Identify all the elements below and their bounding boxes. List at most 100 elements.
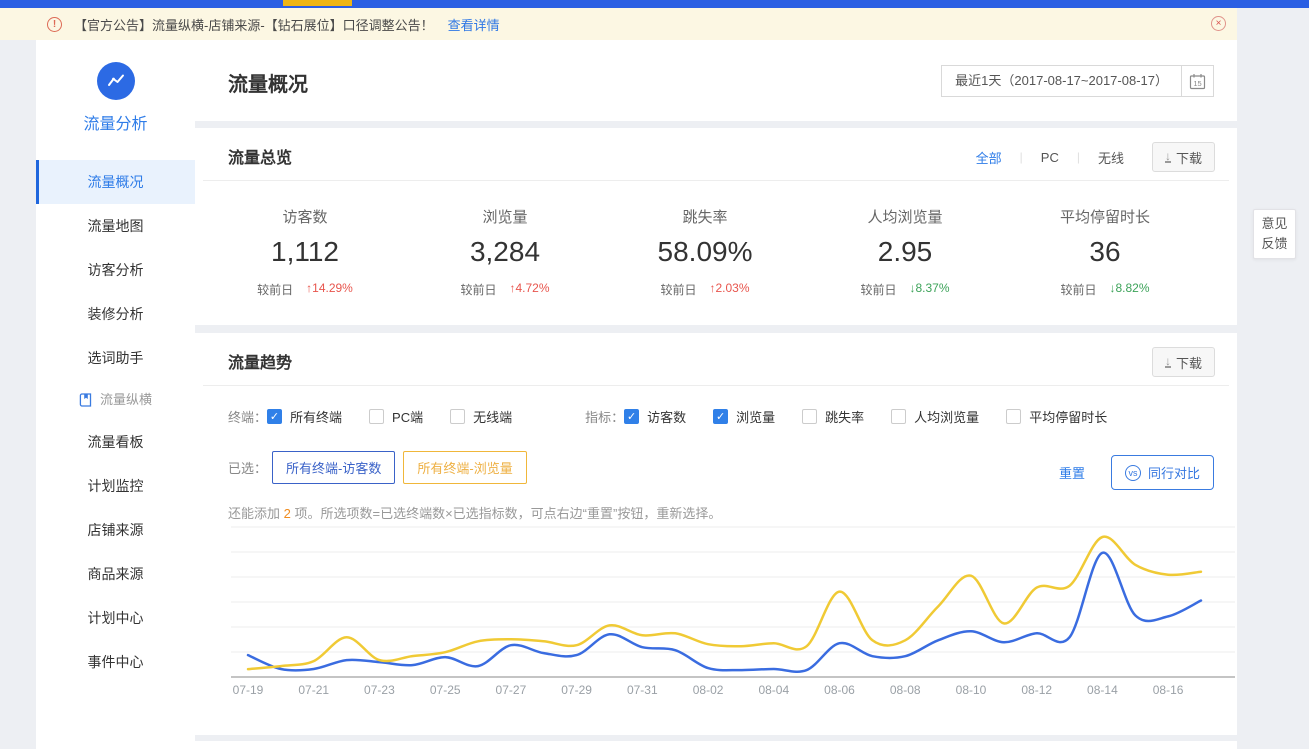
svg-text:07-23: 07-23 bbox=[364, 683, 395, 697]
sidebar-menu: 流量概况 流量地图 访客分析 装修分析 选词助手 流量纵横 流量看板 计划监控 … bbox=[36, 160, 195, 684]
next-section-card bbox=[195, 741, 1237, 749]
metric-pageviews: 浏览量 3,284 较前日 ↑4.72% bbox=[405, 206, 605, 298]
sidebar-item-plan-monitor[interactable]: 计划监控 bbox=[87, 478, 144, 494]
compare-label: 较前日 bbox=[860, 283, 897, 297]
svg-text:08-10: 08-10 bbox=[956, 683, 987, 697]
up-arrow-icon: ↑ bbox=[509, 281, 516, 295]
svg-text:15: 15 bbox=[1193, 79, 1201, 88]
metric-group-label: 指标： bbox=[585, 410, 625, 425]
download-icon: ↓ bbox=[1164, 354, 1171, 368]
delta-down: ↓8.37% bbox=[909, 281, 950, 295]
svg-text:08-06: 08-06 bbox=[824, 683, 855, 697]
selected-label: 已选： bbox=[228, 461, 268, 476]
top-nav-bar bbox=[0, 0, 1309, 8]
sidebar-item-visitor-analysis[interactable]: 访客分析 bbox=[87, 262, 144, 278]
trend-download-button[interactable]: ↓ 下载 bbox=[1151, 347, 1215, 377]
metric-label: 平均停留时长 bbox=[1059, 209, 1150, 226]
metric-avg-stay-time: 平均停留时长 36 较前日 ↓8.82% bbox=[1005, 206, 1205, 298]
checkbox-checked-icon: ✓ bbox=[713, 409, 729, 424]
compare-label: 较前日 bbox=[1060, 283, 1097, 297]
compare-label: 较前日 bbox=[460, 283, 497, 297]
trend-filters-row: 终端： ✓ 所有终端 PC端 无线端 指标： ✓ 访客数 ✓ 浏览量 跳失率 人均浏览… bbox=[228, 407, 1134, 426]
metric-value: 58.09% bbox=[657, 236, 753, 267]
checkbox-wireless-terminal[interactable]: 无线端 bbox=[450, 407, 512, 426]
announcement-detail-link[interactable]: 查看详情 bbox=[447, 17, 500, 33]
metric-value: 3,284 bbox=[469, 236, 541, 267]
metric-label: 人均浏览量 bbox=[867, 209, 943, 226]
checkbox-pageviews[interactable]: ✓ 浏览量 bbox=[713, 407, 775, 426]
page-title: 流量概况 bbox=[228, 74, 308, 96]
announcement-bar: ! 【官方公告】流量纵横-店铺来源-【钻石展位】口径调整公告！ 查看详情 bbox=[0, 8, 1237, 40]
sidebar-item-plan-center[interactable]: 计划中心 bbox=[87, 610, 144, 626]
tab-wireless[interactable]: 无线 bbox=[1097, 150, 1124, 166]
tab-separator: | bbox=[1076, 150, 1080, 164]
terminal-group-label: 终端： bbox=[228, 410, 268, 425]
svg-text:07-31: 07-31 bbox=[627, 683, 658, 697]
sidebar-item-decoration-analysis[interactable]: 装修分析 bbox=[87, 306, 144, 322]
metric-label: 浏览量 bbox=[482, 209, 528, 226]
overview-download-button[interactable]: ↓ 下载 bbox=[1151, 142, 1215, 172]
peer-compare-button[interactable]: vs 同行对比 bbox=[1110, 455, 1214, 490]
selected-tag-visitors[interactable]: 所有终端-访客数 bbox=[272, 451, 396, 484]
checkbox-visitors[interactable]: ✓ 访客数 bbox=[624, 407, 686, 426]
feedback-label-line1: 意见 bbox=[1261, 216, 1288, 231]
svg-text:07-25: 07-25 bbox=[430, 683, 461, 697]
sidebar-app-header: 流量分析 bbox=[36, 40, 195, 134]
traffic-overview-card: 流量总览 全部 | PC | 无线 ↓ 下载 访客数 1,112 较前日 ↑14.… bbox=[195, 128, 1237, 325]
checkbox-avg-stay-time[interactable]: 平均停留时长 bbox=[1006, 407, 1107, 426]
feedback-label-line2: 反馈 bbox=[1261, 236, 1288, 251]
metric-value: 1,112 bbox=[271, 236, 339, 267]
vs-icon: vs bbox=[1124, 464, 1141, 481]
checkbox-pc-terminal[interactable]: PC端 bbox=[369, 407, 423, 426]
selected-tag-pageviews[interactable]: 所有终端-浏览量 bbox=[403, 451, 527, 484]
metric-value: 2.95 bbox=[877, 236, 933, 267]
hint-count: 2 bbox=[283, 506, 291, 521]
sidebar-section-traffic-crosswise[interactable]: 流量纵横 bbox=[36, 380, 195, 420]
svg-text:08-08: 08-08 bbox=[890, 683, 921, 697]
checkbox-bounce-rate[interactable]: 跳失率 bbox=[802, 407, 864, 426]
overview-section-title: 流量总览 bbox=[228, 150, 293, 167]
svg-text:07-21: 07-21 bbox=[298, 683, 329, 697]
metric-label: 访客数 bbox=[282, 209, 328, 226]
sidebar-item-keyword-helper[interactable]: 选词助手 bbox=[87, 350, 144, 366]
feedback-button[interactable]: 意见 反馈 bbox=[1253, 209, 1296, 259]
announcement-close-icon[interactable]: × bbox=[1211, 16, 1226, 31]
trend-line-chart: 07-19 07-21 07-23 07-25 07-27 07-29 07-31 08-02… bbox=[231, 525, 1235, 705]
checkbox-unchecked-icon bbox=[369, 409, 385, 424]
svg-text:07-27: 07-27 bbox=[496, 683, 527, 697]
sidebar-item-shop-source[interactable]: 店铺来源 bbox=[87, 522, 144, 538]
sidebar-item-product-source[interactable]: 商品来源 bbox=[87, 566, 144, 582]
date-range-picker[interactable]: 最近1天（2017-08-17~2017-08-17） 15 bbox=[941, 65, 1214, 97]
checkbox-unchecked-icon bbox=[891, 409, 907, 424]
sidebar-item-traffic-map[interactable]: 流量地图 bbox=[87, 218, 144, 234]
checkbox-all-terminals[interactable]: ✓ 所有终端 bbox=[267, 407, 342, 426]
section-divider bbox=[203, 180, 1229, 181]
sidebar-item-traffic-overview[interactable]: 流量概况 bbox=[36, 160, 195, 204]
selection-hint: 还能添加 2 项。所选项数=已选终端数×已选指标数，可点右边“重置”按钮，重新选… bbox=[228, 506, 722, 521]
svg-text:08-04: 08-04 bbox=[758, 683, 789, 697]
delta-up: ↑2.03% bbox=[709, 281, 750, 295]
download-label: 下载 bbox=[1175, 150, 1202, 166]
metric-views-per-visitor: 人均浏览量 2.95 较前日 ↓8.37% bbox=[805, 206, 1005, 298]
down-arrow-icon: ↓ bbox=[909, 281, 916, 295]
tab-pc[interactable]: PC bbox=[1040, 149, 1059, 165]
tab-all[interactable]: 全部 bbox=[975, 150, 1002, 166]
calendar-button[interactable]: 15 bbox=[1182, 65, 1214, 97]
date-range-value[interactable]: 最近1天（2017-08-17~2017-08-17） bbox=[941, 65, 1182, 97]
checkbox-views-per-visitor[interactable]: 人均浏览量 bbox=[891, 407, 979, 426]
sidebar-item-traffic-board[interactable]: 流量看板 bbox=[87, 434, 144, 450]
sidebar-section-label: 流量纵横 bbox=[99, 392, 152, 407]
book-icon bbox=[79, 393, 92, 407]
sidebar-item-event-center[interactable]: 事件中心 bbox=[87, 654, 144, 670]
metric-label: 跳失率 bbox=[682, 209, 728, 226]
trend-section-title: 流量趋势 bbox=[228, 355, 293, 372]
metric-value: 36 bbox=[1089, 236, 1121, 267]
delta-down: ↓8.82% bbox=[1109, 281, 1150, 295]
metric-bounce-rate: 跳失率 58.09% 较前日 ↑2.03% bbox=[605, 206, 805, 298]
down-arrow-icon: ↓ bbox=[1109, 281, 1116, 295]
delta-up: ↑4.72% bbox=[509, 281, 550, 295]
checkbox-checked-icon: ✓ bbox=[267, 409, 283, 424]
reset-link[interactable]: 重置 bbox=[1058, 466, 1085, 481]
svg-text:08-02: 08-02 bbox=[693, 683, 724, 697]
up-arrow-icon: ↑ bbox=[709, 281, 716, 295]
